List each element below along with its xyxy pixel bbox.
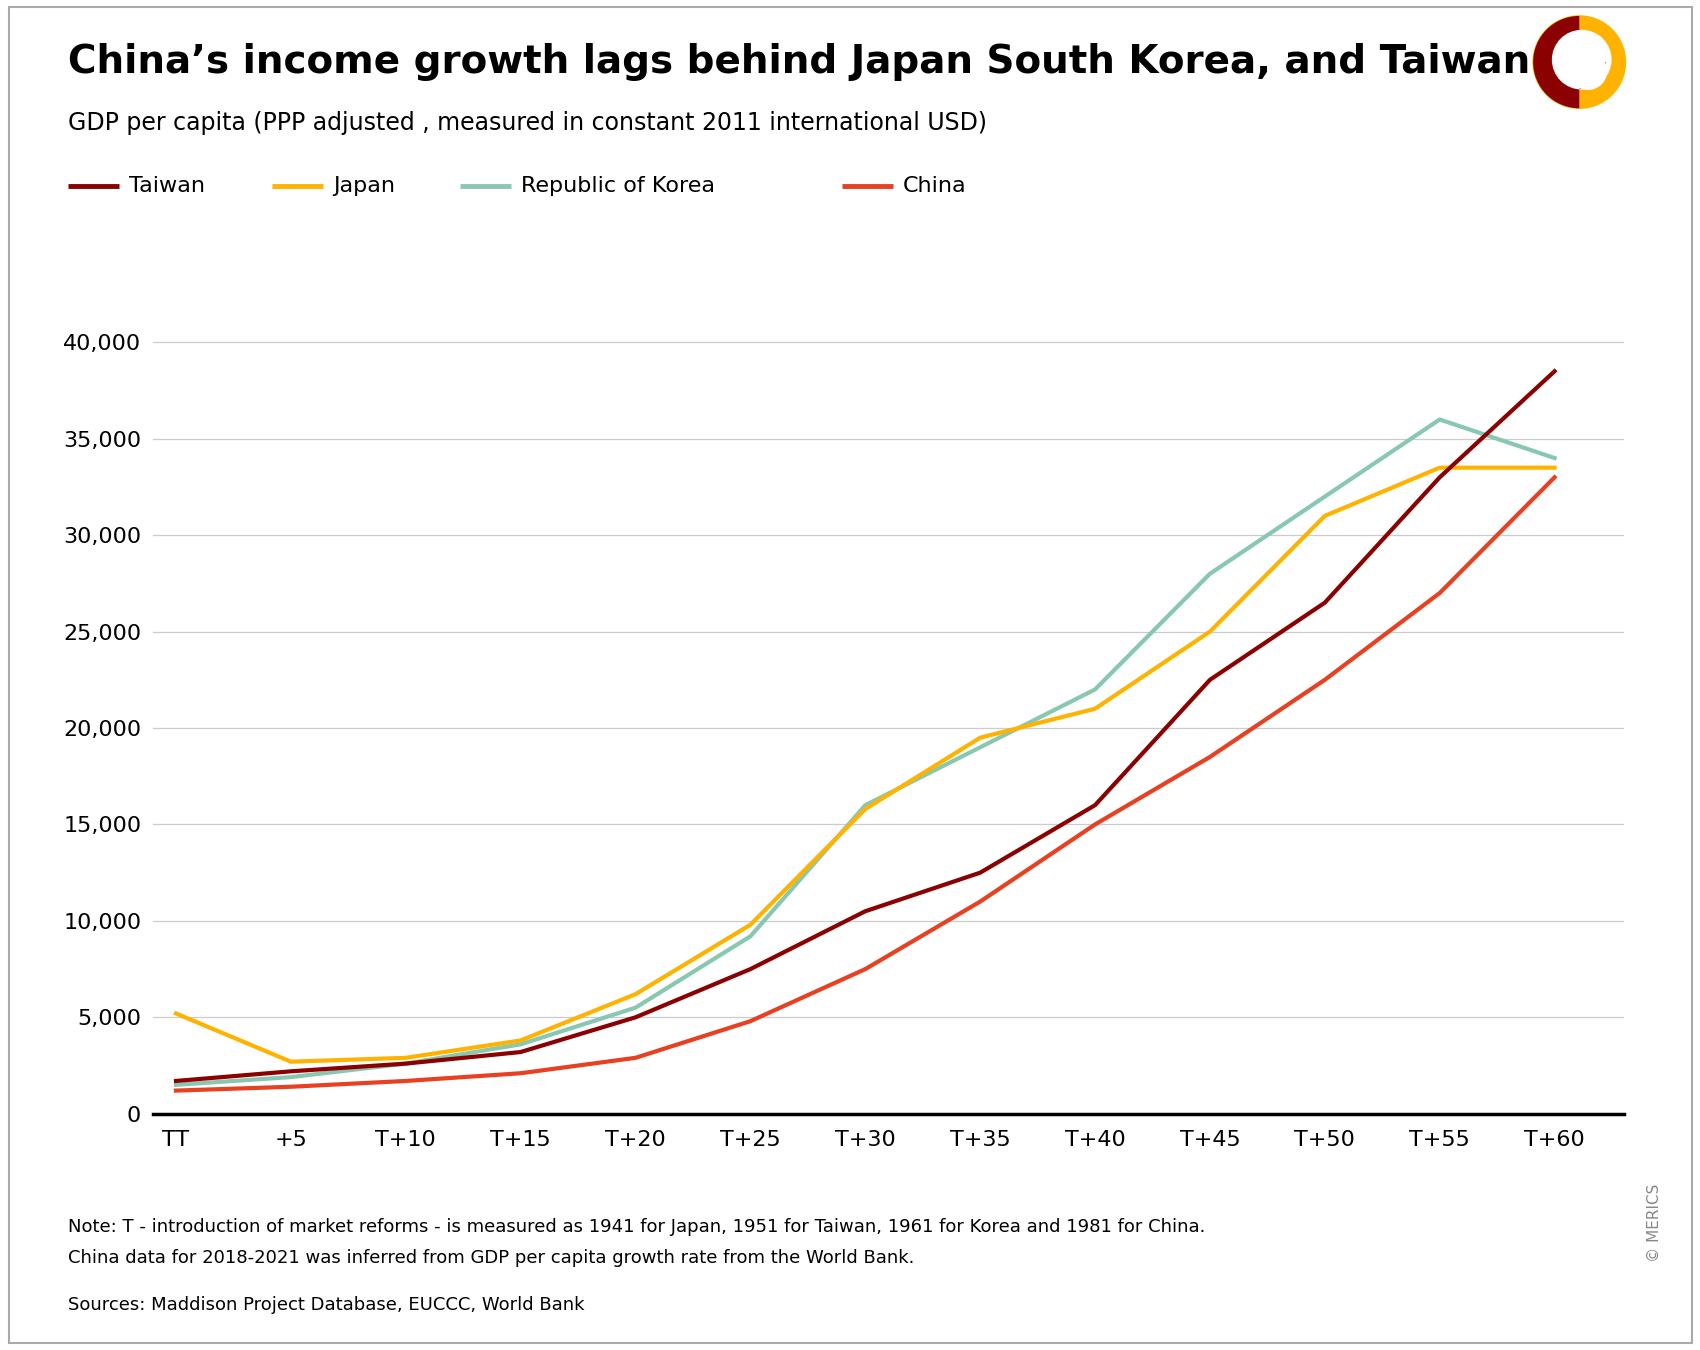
Circle shape <box>1533 16 1625 108</box>
Text: Japan: Japan <box>333 177 394 196</box>
Text: China: China <box>903 177 966 196</box>
Circle shape <box>1569 53 1606 89</box>
Text: Note: T - introduction of market reforms - is measured as 1941 for Japan, 1951 f: Note: T - introduction of market reforms… <box>68 1218 1205 1235</box>
Text: Taiwan: Taiwan <box>129 177 206 196</box>
Text: China data for 2018-2021 was inferred from GDP per capita growth rate from the W: China data for 2018-2021 was inferred fr… <box>68 1249 915 1266</box>
Wedge shape <box>1533 16 1579 108</box>
Text: Sources: Maddison Project Database, EUCCC, World Bank: Sources: Maddison Project Database, EUCC… <box>68 1296 585 1314</box>
Wedge shape <box>1579 62 1606 89</box>
Text: © MERICS: © MERICS <box>1647 1184 1661 1262</box>
Circle shape <box>1552 31 1612 89</box>
Text: Republic of Korea: Republic of Korea <box>520 177 716 196</box>
Text: China’s income growth lags behind Japan South Korea, and Taiwan: China’s income growth lags behind Japan … <box>68 43 1530 81</box>
Text: GDP per capita (PPP adjusted , measured in constant 2011 international USD): GDP per capita (PPP adjusted , measured … <box>68 111 988 135</box>
